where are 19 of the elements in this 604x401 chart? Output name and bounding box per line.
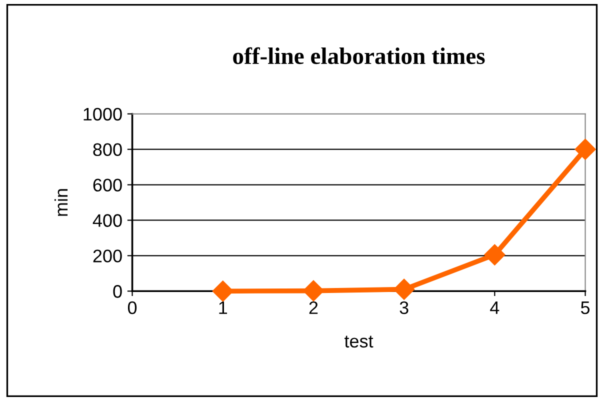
x-tick-label: 3 <box>400 301 408 314</box>
y-tick-label: 600 <box>93 178 122 192</box>
y-tick-label: 200 <box>93 250 122 262</box>
y-axis-title: min <box>54 189 68 216</box>
x-tick-label: 1 <box>219 302 228 314</box>
chart-title: off-line elaboration times <box>233 47 485 64</box>
y-tick-label: 400 <box>92 214 122 227</box>
x-axis-title: test <box>344 336 374 348</box>
x-tick-label: 5 <box>580 302 590 314</box>
x-tick-label: 4 <box>490 302 500 314</box>
point <box>394 278 415 300</box>
y-tick-label: 1000 <box>84 108 122 121</box>
point <box>574 138 596 160</box>
y-tick-label: 0 <box>113 285 122 298</box>
point <box>484 244 506 266</box>
x-tick-label: 2 <box>309 301 318 314</box>
x-tick-label: 0 <box>128 301 137 314</box>
y-tick-label: 800 <box>93 143 122 156</box>
point <box>212 280 234 302</box>
